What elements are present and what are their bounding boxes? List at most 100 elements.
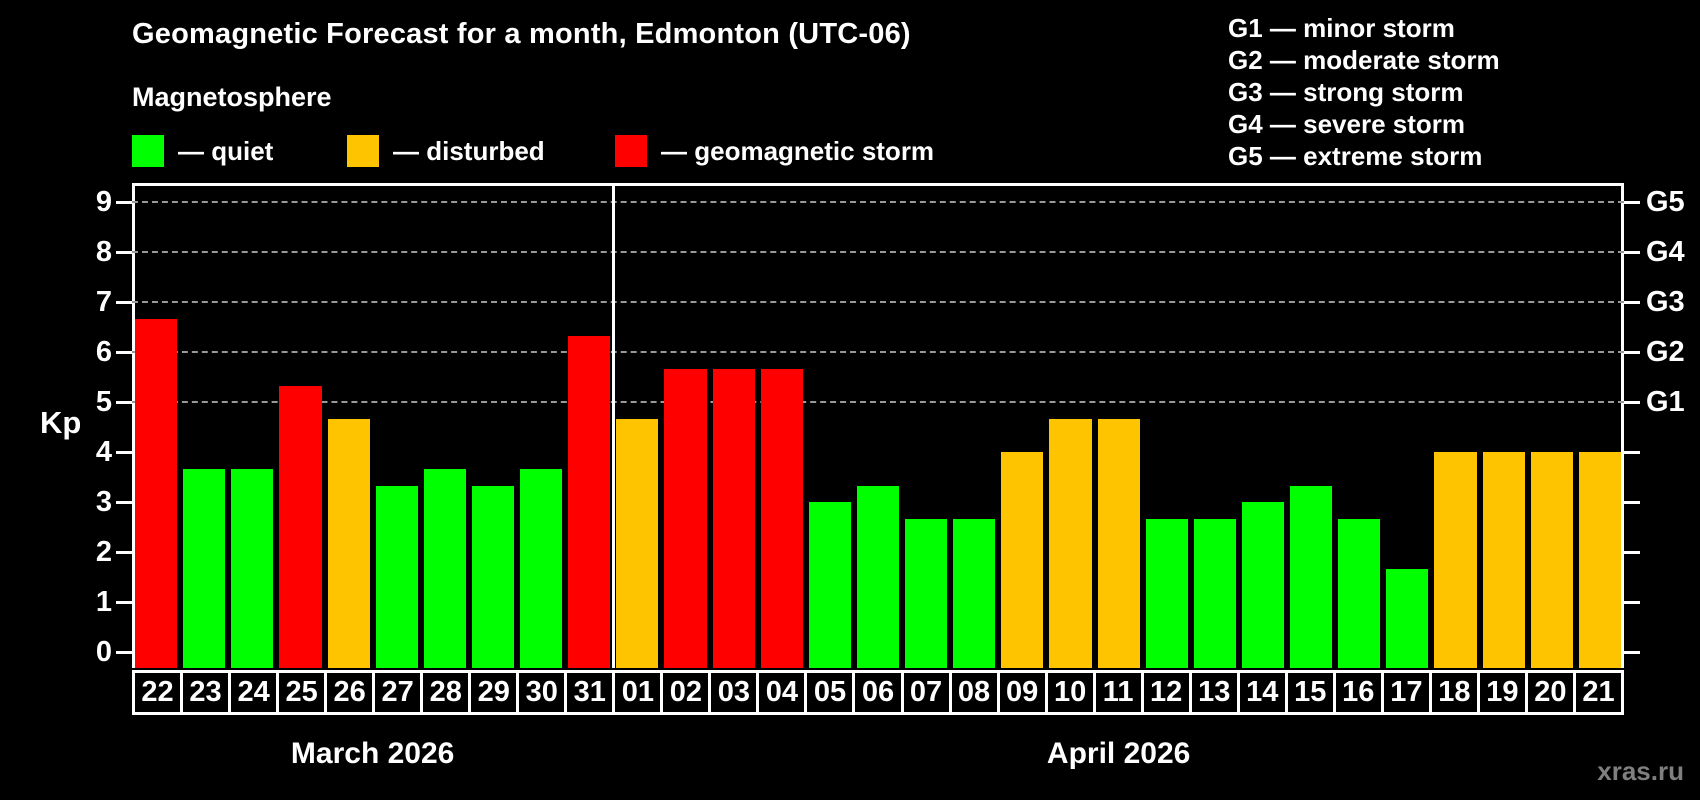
storm-scale-line-g1: G1 — minor storm (1228, 13, 1455, 43)
y-tick-right-5 (1624, 401, 1640, 404)
day-label-24: 24 (228, 673, 276, 712)
day-label-20: 20 (1524, 673, 1573, 712)
legend-item-disturbed: — disturbed (347, 134, 545, 168)
right-axis-label-g4: G4 (1646, 236, 1685, 268)
storm-scale-line-g2: G2 — moderate storm (1228, 45, 1500, 75)
quiet-color-swatch (132, 135, 164, 167)
kp-bar-march-26 (327, 418, 370, 668)
kp-bar-april-06 (856, 485, 900, 668)
day-label-07: 07 (900, 673, 949, 712)
day-label-18: 18 (1428, 673, 1477, 712)
legend-label-quiet: — quiet (178, 135, 274, 166)
kp-bar-april-14 (1241, 502, 1285, 668)
kp-bar-march-22 (135, 318, 178, 668)
day-label-23: 23 (180, 673, 228, 712)
y-tick-right-3 (1624, 501, 1640, 504)
day-label-19: 19 (1476, 673, 1525, 712)
day-label-28: 28 (420, 673, 468, 712)
day-label-29: 29 (468, 673, 516, 712)
kp-bar-march-28 (423, 468, 466, 668)
kp-bar-april-02 (664, 368, 707, 668)
y-tick-left-1 (116, 601, 132, 604)
kp-bar-april-08 (953, 518, 996, 668)
gridline-kp5 (132, 401, 1624, 403)
y-tick-label-7: 7 (95, 286, 112, 318)
day-label-06: 06 (852, 673, 900, 712)
kp-bar-april-16 (1338, 518, 1381, 668)
x-axis-day-strip: 22 23 24 25 26 27 28 29 30 31 01 02 03 04 05 06 07 08 09 10… (132, 670, 1624, 715)
page-title: Geomagnetic Forecast for a month, Edmont… (132, 18, 911, 50)
y-tick-right-7 (1624, 301, 1640, 304)
kp-bar-april-04 (760, 368, 803, 668)
y-tick-label-9: 9 (95, 186, 112, 218)
month-label-march: March 2026 (290, 737, 455, 770)
day-label-16: 16 (1332, 673, 1381, 712)
kp-bar-april-13 (1193, 518, 1236, 668)
right-axis-label-g5: G5 (1646, 186, 1685, 218)
kp-bar-april-09 (1001, 452, 1044, 668)
legend-item-storm: — geomagnetic storm (615, 134, 934, 168)
day-label-10: 10 (1044, 673, 1093, 712)
legend-item-quiet: — quiet (132, 134, 273, 168)
legend-label-storm: — geomagnetic storm (661, 135, 935, 166)
day-label-11: 11 (1092, 673, 1141, 712)
month-label-april: April 2026 (1046, 737, 1191, 770)
plot-area (132, 183, 1624, 668)
y-tick-left-0 (116, 651, 132, 654)
kp-bar-march-30 (520, 468, 563, 668)
y-tick-right-9 (1624, 201, 1640, 204)
day-label-15: 15 (1284, 673, 1333, 712)
month-divider-line (611, 183, 615, 668)
day-label-04: 04 (756, 673, 804, 712)
gridline-kp6 (132, 351, 1624, 353)
y-tick-left-9 (116, 201, 132, 204)
kp-bar-april-10 (1049, 418, 1092, 668)
y-tick-label-8: 8 (95, 236, 112, 268)
legend-label-disturbed: — disturbed (393, 135, 545, 166)
day-label-14: 14 (1236, 673, 1285, 712)
y-tick-left-5 (116, 401, 132, 404)
day-label-05: 05 (804, 673, 852, 712)
y-tick-right-1 (1624, 601, 1640, 604)
day-label-09: 09 (996, 673, 1045, 712)
kp-bar-april-07 (905, 518, 948, 668)
day-label-30: 30 (516, 673, 564, 712)
kp-bar-april-01 (616, 418, 659, 668)
y-axis-label: Kp (40, 405, 82, 440)
watermark: xras.ru (1597, 756, 1684, 786)
gridline-kp8 (132, 251, 1624, 253)
day-label-21: 21 (1572, 673, 1621, 712)
kp-bar-march-31 (568, 335, 611, 668)
day-label-02: 02 (660, 673, 708, 712)
y-tick-right-2 (1624, 551, 1640, 554)
kp-bar-march-23 (183, 468, 226, 668)
kp-bar-april-20 (1530, 452, 1573, 668)
day-label-31: 31 (564, 673, 612, 712)
day-label-12: 12 (1140, 673, 1189, 712)
y-tick-label-5: 5 (95, 386, 112, 418)
disturbed-color-swatch (347, 135, 379, 167)
kp-bar-march-25 (279, 385, 322, 668)
y-tick-left-8 (116, 251, 132, 254)
y-tick-right-4 (1624, 451, 1640, 454)
kp-bar-april-18 (1434, 452, 1477, 668)
storm-scale-line-g5: G5 — extreme storm (1228, 141, 1483, 171)
gridline-kp7 (132, 301, 1624, 303)
y-tick-right-0 (1624, 651, 1640, 654)
y-tick-label-4: 4 (95, 436, 112, 468)
kp-bar-april-19 (1482, 452, 1525, 668)
kp-bar-april-12 (1145, 518, 1188, 668)
day-label-03: 03 (708, 673, 756, 712)
kp-bar-april-15 (1290, 485, 1333, 668)
day-label-25: 25 (276, 673, 324, 712)
kp-bar-april-11 (1097, 418, 1140, 668)
day-label-17: 17 (1380, 673, 1429, 712)
y-tick-right-6 (1624, 351, 1640, 354)
right-axis-label-g1: G1 (1646, 386, 1685, 418)
y-tick-left-6 (116, 351, 132, 354)
y-tick-label-0: 0 (95, 636, 112, 668)
day-label-22: 22 (141, 676, 174, 708)
kp-bar-march-29 (471, 485, 515, 668)
kp-bar-april-21 (1578, 452, 1621, 668)
